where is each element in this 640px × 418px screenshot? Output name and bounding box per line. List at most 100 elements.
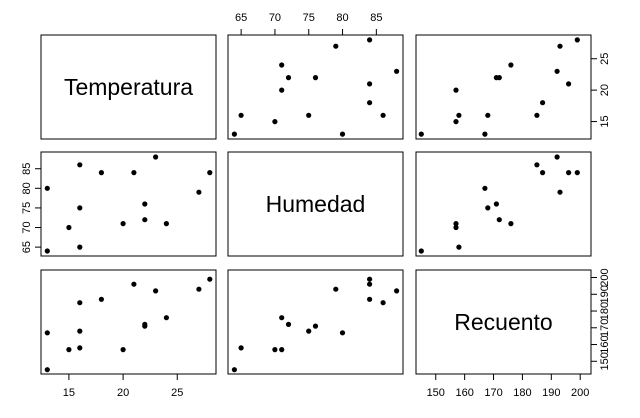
data-point	[285, 75, 292, 81]
data-point	[66, 224, 72, 231]
data-point	[485, 112, 491, 118]
tick-label: 170	[484, 387, 502, 399]
variable-label-recuento: Recuento	[454, 309, 552, 335]
data-point	[142, 321, 148, 327]
tick-label: 25	[599, 53, 611, 65]
variable-label-humedad: Humedad	[266, 191, 366, 217]
panel-recuento-vs-temperatura	[40, 269, 217, 375]
data-point	[312, 75, 319, 81]
data-point	[238, 112, 244, 118]
tick-label: 85	[21, 163, 33, 175]
data-point	[120, 347, 126, 353]
tick-label: 75	[303, 12, 315, 24]
data-point	[380, 300, 386, 306]
data-point	[285, 321, 292, 327]
data-point	[120, 221, 126, 227]
x-axis-bottom-temperatura: 15 20 25	[63, 373, 183, 399]
x-axis-top-humedad: 65 70 75 80 85	[235, 12, 382, 36]
data-point	[131, 170, 137, 176]
data-point	[98, 296, 104, 302]
tick-label: 190	[542, 387, 560, 399]
data-point	[496, 217, 502, 223]
data-point	[394, 288, 400, 294]
data-point	[566, 81, 572, 87]
data-point	[540, 170, 546, 176]
tick-label: 170	[599, 319, 611, 337]
data-point	[272, 119, 278, 125]
tick-label: 190	[599, 285, 611, 303]
data-point	[574, 170, 580, 176]
data-point	[44, 330, 50, 336]
tick-label: 180	[599, 302, 611, 320]
panel-frame	[227, 269, 404, 375]
x-axis-bottom-recuento: 150 160 170 180 190 200	[427, 373, 589, 399]
tick-label: 80	[336, 12, 348, 24]
data-point	[367, 281, 373, 287]
data-point	[508, 62, 514, 68]
data-point	[534, 112, 540, 118]
data-point	[44, 367, 50, 373]
panel-recuento-vs-humedad	[227, 269, 404, 375]
data-point	[312, 323, 319, 329]
data-point	[44, 248, 50, 254]
tick-label: 25	[171, 387, 183, 399]
data-point	[367, 276, 373, 282]
data-point	[367, 81, 373, 87]
tick-label: 15	[599, 115, 611, 127]
panel-temperatura-vs-recuento	[415, 34, 592, 140]
data-point	[496, 75, 502, 81]
data-point	[153, 288, 159, 294]
data-point	[485, 205, 491, 211]
data-point	[279, 87, 285, 93]
variable-label-temperatura: Temperatura	[64, 74, 193, 100]
data-point	[163, 315, 169, 321]
data-point	[453, 119, 459, 125]
tick-label: 180	[513, 387, 531, 399]
data-point	[306, 328, 312, 334]
panel-frame	[227, 34, 404, 140]
data-point	[418, 248, 424, 254]
tick-label: 15	[63, 387, 75, 399]
data-point	[77, 162, 83, 168]
data-point	[231, 367, 237, 373]
panel-humedad-vs-recuento	[415, 151, 592, 257]
data-point	[566, 170, 572, 176]
data-point	[279, 347, 285, 353]
tick-label: 20	[599, 84, 611, 96]
data-point	[394, 68, 400, 74]
data-point	[333, 43, 339, 49]
data-point	[77, 345, 83, 351]
y-axis-right-temperatura: 15 20 25	[590, 53, 611, 128]
data-point	[453, 224, 459, 231]
panel-frame	[40, 34, 217, 140]
data-point	[339, 330, 346, 336]
tick-label: 160	[455, 387, 473, 399]
data-point	[77, 328, 83, 334]
data-point	[508, 221, 514, 227]
data-point	[238, 345, 244, 351]
data-point	[207, 276, 213, 282]
diagonal-panel-temperatura: Temperatura	[40, 34, 217, 140]
data-point	[272, 347, 278, 353]
tick-label: 20	[117, 387, 129, 399]
data-point	[66, 347, 72, 353]
tick-label: 75	[21, 202, 33, 214]
data-point	[196, 286, 202, 292]
panel-frame	[227, 151, 404, 257]
tick-label: 150	[599, 352, 611, 370]
data-point	[207, 170, 213, 176]
tick-label: 85	[370, 12, 382, 24]
data-point	[339, 131, 346, 137]
panel-frame	[40, 269, 217, 375]
tick-label: 65	[21, 241, 33, 253]
panels: Temperatura Humedad Recuento	[40, 34, 592, 375]
data-point	[574, 37, 580, 43]
data-point	[534, 162, 540, 168]
data-point	[453, 87, 459, 93]
data-point	[77, 244, 83, 250]
panel-temperatura-vs-humedad	[227, 34, 404, 140]
data-point	[418, 131, 424, 137]
data-point	[482, 185, 488, 191]
panel-humedad-vs-temperatura	[40, 151, 217, 257]
